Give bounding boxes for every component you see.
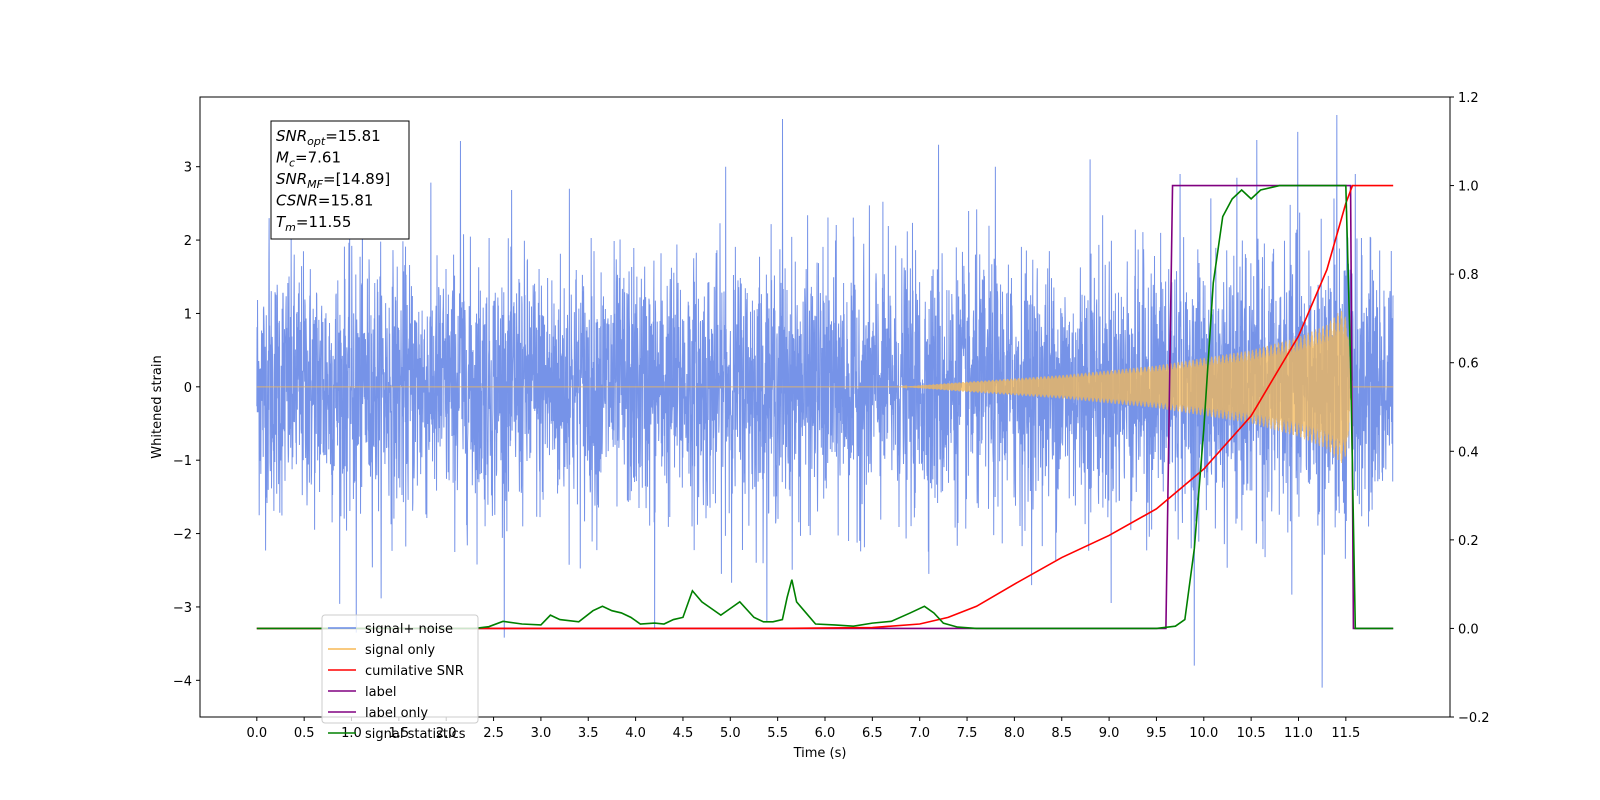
y-right-tick-label: 0.0	[1458, 622, 1479, 637]
x-tick-label: 11.0	[1284, 726, 1313, 741]
y-left-tick-label: 2	[184, 234, 192, 249]
y-left-tick-label: −4	[173, 674, 192, 689]
y-left-tick-label: −2	[173, 528, 192, 543]
x-axis-label: Time (s)	[793, 746, 847, 761]
info-box-line: CSNR=15.81	[276, 192, 373, 210]
series-signal-statistics-line	[256, 184, 1394, 630]
legend-frame	[321, 614, 479, 724]
series-signal-only-line	[256, 310, 1394, 464]
legend-entry-label: signal only	[365, 643, 435, 658]
legend-entry-label: signal+ noise	[365, 622, 453, 637]
y-left-tick-label: −3	[173, 601, 192, 616]
legend: signal+ noise signal only cumilative SNR la…	[321, 614, 479, 742]
x-tick-label: 2.5	[483, 726, 504, 741]
y-right-tick-label: 1.2	[1458, 91, 1479, 106]
info-box-frame	[270, 120, 410, 240]
x-tick-label: 4.0	[625, 726, 646, 741]
y-right-tick-label: 1.0	[1458, 180, 1479, 195]
y-left-tick-label: 0	[184, 381, 192, 396]
x-tick-label: 5.5	[767, 726, 788, 741]
x-tick-label: 6.0	[815, 726, 836, 741]
legend-entry-label: cumilative SNR	[365, 664, 464, 679]
legend-entry-label: label	[365, 685, 396, 700]
y-right-tick-label: 0.4	[1458, 445, 1479, 460]
x-tick-label: 8.5	[1051, 726, 1072, 741]
x-tick-label: 9.0	[1099, 726, 1120, 741]
x-tick-label: 10.0	[1189, 726, 1218, 741]
y-axis-label: Whitened strain	[150, 355, 165, 458]
x-tick-label: 3.5	[578, 726, 599, 741]
series-layer	[256, 115, 1394, 688]
y-right-tick-label: −0.2	[1458, 711, 1490, 726]
y-axis-right: −0.2 0.0 0.2 0.4 0.6 0.8 1.0 1.2	[1450, 91, 1490, 726]
x-tick-label: 7.5	[957, 726, 978, 741]
x-tick-label: 7.0	[909, 726, 930, 741]
x-tick-label: 11.5	[1331, 726, 1360, 741]
y-right-tick-label: 0.8	[1458, 268, 1479, 283]
legend-entry-label: signal statistics	[365, 727, 466, 742]
x-tick-label: 6.5	[862, 726, 883, 741]
y-right-tick-label: 0.6	[1458, 357, 1479, 372]
series-cumulative-snr-line	[256, 184, 1394, 630]
x-tick-label: 2.0	[436, 726, 457, 741]
x-axis: 0.0 0.5 1.0 1.5 2.0 2.5 3.0 3.5 4.0 4.5 5.0 5.5 6.0 6…	[246, 717, 1360, 741]
info-box: SNRopt=15.81Mc=7.61SNRMF=[14.89]CSNR=15.…	[270, 120, 410, 240]
info-box-line: SNRMF=[14.89]	[276, 170, 390, 191]
info-box-line: Tm=11.55	[276, 213, 351, 234]
y-left-tick-label: −1	[173, 454, 192, 469]
x-tick-label: 4.5	[673, 726, 694, 741]
info-box-line: SNRopt=15.81	[276, 127, 381, 148]
y-axis-left: −4 −3 −2 −1 0 1 2 3	[173, 161, 200, 689]
x-tick-label: 5.0	[720, 726, 741, 741]
x-tick-label: 3.0	[531, 726, 552, 741]
x-tick-label: 0.0	[246, 726, 267, 741]
y-left-tick-label: 3	[184, 161, 192, 176]
x-tick-label: 0.5	[294, 726, 315, 741]
y-left-tick-label: 1	[184, 307, 192, 322]
info-box-line: Mc=7.61	[276, 149, 341, 170]
x-tick-label: 9.5	[1146, 726, 1167, 741]
legend-entry-label: label only	[365, 706, 428, 721]
y-right-tick-label: 0.2	[1458, 534, 1479, 549]
x-tick-label: 1.5	[389, 726, 410, 741]
x-tick-label: 10.5	[1237, 726, 1266, 741]
x-tick-label: 8.0	[1004, 726, 1025, 741]
